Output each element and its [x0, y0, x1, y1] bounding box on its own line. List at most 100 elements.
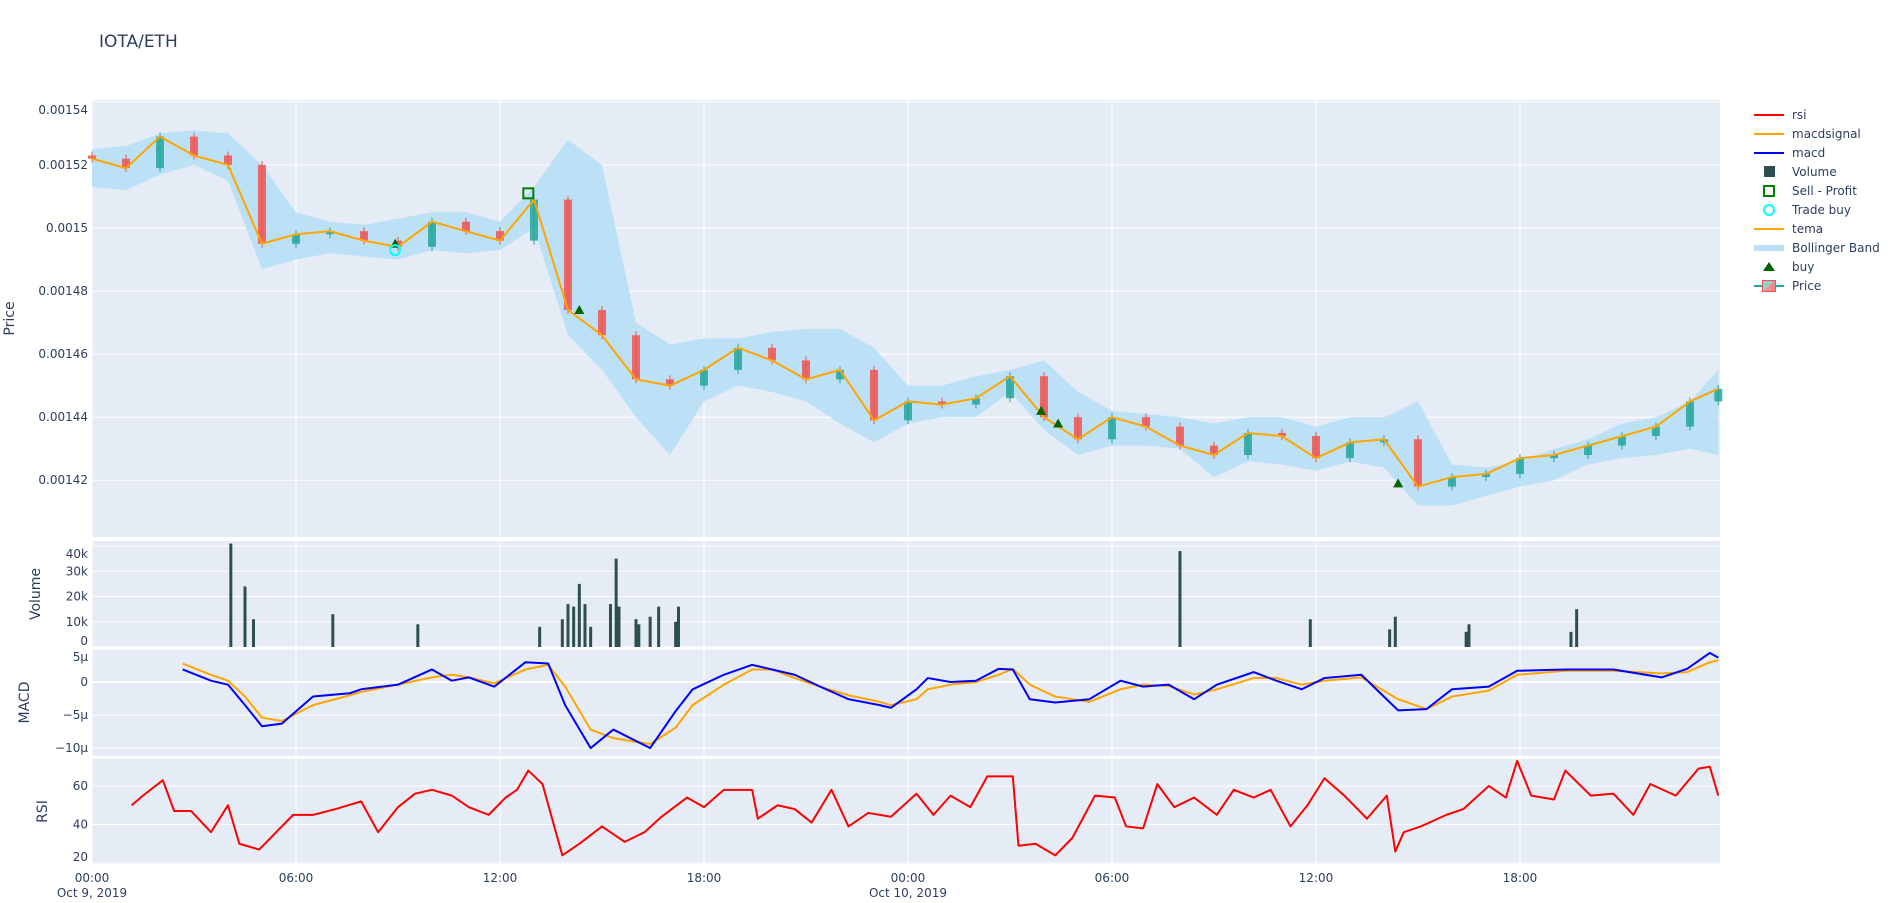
bollinger-band [92, 130, 1719, 506]
band-swatch-icon [1752, 241, 1786, 255]
volume-bar [657, 606, 661, 647]
price-y-tick-label: 0.00154 [38, 103, 88, 117]
volume-y-tick-label: 0 [80, 634, 88, 648]
line-swatch-icon [1752, 108, 1786, 122]
legend-item-bollinger-band[interactable]: Bollinger Band [1752, 238, 1880, 257]
x-tick-label: 00:00 [891, 871, 926, 885]
volume-y-tick-label: 30k [66, 564, 88, 578]
volume-bar [538, 626, 542, 647]
chart-title: IOTA/ETH [99, 32, 178, 52]
buy-marker [1053, 418, 1064, 428]
rsi-axis-title: RSI [35, 800, 51, 823]
legend: rsi macdsignal macd Volume Sell - Profit Trad… [1752, 105, 1880, 295]
candle [1243, 432, 1252, 456]
legend-label: macdsignal [1792, 126, 1861, 141]
candle [1447, 477, 1456, 487]
volume-bar [634, 619, 638, 647]
volume-bar [1308, 619, 1312, 647]
candle [1714, 388, 1723, 402]
volume-y-tick-label: 40k [66, 547, 88, 561]
candle [189, 136, 198, 156]
volume-bar [1393, 616, 1397, 647]
rsi-plot-background [92, 759, 1720, 864]
candle [1651, 426, 1660, 437]
legend-item-macdsignal[interactable]: macdsignal [1752, 124, 1880, 143]
candle [529, 199, 538, 241]
candle [1039, 376, 1048, 418]
candle [563, 199, 572, 310]
candle [801, 360, 810, 380]
candle [1005, 376, 1014, 399]
sell-profit-marker [522, 187, 535, 200]
x-tick-label: 06:00 [279, 871, 314, 885]
volume-bar [577, 583, 581, 647]
candle [1107, 417, 1116, 440]
candle [1583, 445, 1592, 456]
price-y-tick-label: 0.00144 [38, 410, 88, 424]
legend-item-tema[interactable]: tema [1752, 219, 1880, 238]
candle [223, 155, 232, 165]
legend-label: rsi [1792, 107, 1807, 122]
x-tick-label: 18:00 [1503, 871, 1538, 885]
volume-plot-background [92, 541, 1720, 647]
legend-label: Bollinger Band [1792, 240, 1880, 255]
macd-y-tick-label: −10µ [55, 741, 88, 755]
legend-item-volume[interactable]: Volume [1752, 162, 1880, 181]
rsi-y-tick-label: 20 [73, 850, 88, 864]
candle [1345, 442, 1354, 459]
volume-bar [1569, 631, 1573, 647]
price-y-tick-label: 0.00152 [38, 158, 88, 172]
price-y-tick-label: 0.0015 [46, 221, 88, 235]
volume-bar [637, 624, 641, 647]
candle [1549, 455, 1558, 459]
candle [1413, 439, 1422, 487]
trade-buy-marker [389, 244, 402, 257]
legend-label: buy [1792, 259, 1815, 274]
legend-item-trade-buy[interactable]: Trade buy [1752, 200, 1880, 219]
volume-bar [648, 616, 652, 647]
legend-item-macd[interactable]: macd [1752, 143, 1880, 162]
legend-item-sell-profit[interactable]: Sell - Profit [1752, 181, 1880, 200]
candle [1685, 401, 1694, 427]
volume-axis-title: Volume [28, 568, 44, 620]
volume-bar [572, 606, 576, 647]
volume-bar [1388, 629, 1392, 647]
candle [291, 234, 300, 244]
volume-bar [614, 558, 618, 647]
candle [1277, 432, 1286, 437]
volume-y-tick-label: 20k [66, 590, 88, 604]
volume-bar [331, 614, 335, 647]
candle [427, 221, 436, 247]
volume-bar [674, 621, 678, 647]
candle [665, 379, 674, 386]
candle [1073, 417, 1082, 440]
legend-label: Sell - Profit [1792, 183, 1857, 198]
candle [1209, 445, 1218, 456]
candle-swatch-icon [1752, 279, 1786, 293]
volume-bar [589, 626, 593, 647]
candle [121, 158, 130, 169]
volume-bar [1467, 624, 1471, 647]
legend-item-price[interactable]: Price [1752, 276, 1880, 295]
candle [971, 398, 980, 405]
candle [631, 335, 640, 380]
buy-marker [574, 304, 585, 314]
candle [88, 155, 96, 159]
macd-y-tick-label: 0 [80, 675, 88, 689]
candle [699, 369, 708, 386]
legend-item-buy[interactable]: buy [1752, 257, 1880, 276]
legend-label: Trade buy [1792, 202, 1851, 217]
legend-label: tema [1792, 221, 1824, 236]
volume-bar [617, 606, 621, 647]
open-square-swatch-icon [1752, 184, 1786, 198]
volume-bar [676, 606, 680, 647]
rsi-line [131, 759, 1720, 857]
candle [1175, 426, 1184, 446]
x-tick-label: 06:00 [1095, 871, 1130, 885]
x-tick-label: 00:00 [75, 871, 110, 885]
legend-item-rsi[interactable]: rsi [1752, 105, 1880, 124]
line-swatch-icon [1752, 222, 1786, 236]
price-y-tick-label: 0.00142 [38, 473, 88, 487]
macdsignal-line [182, 659, 1719, 746]
